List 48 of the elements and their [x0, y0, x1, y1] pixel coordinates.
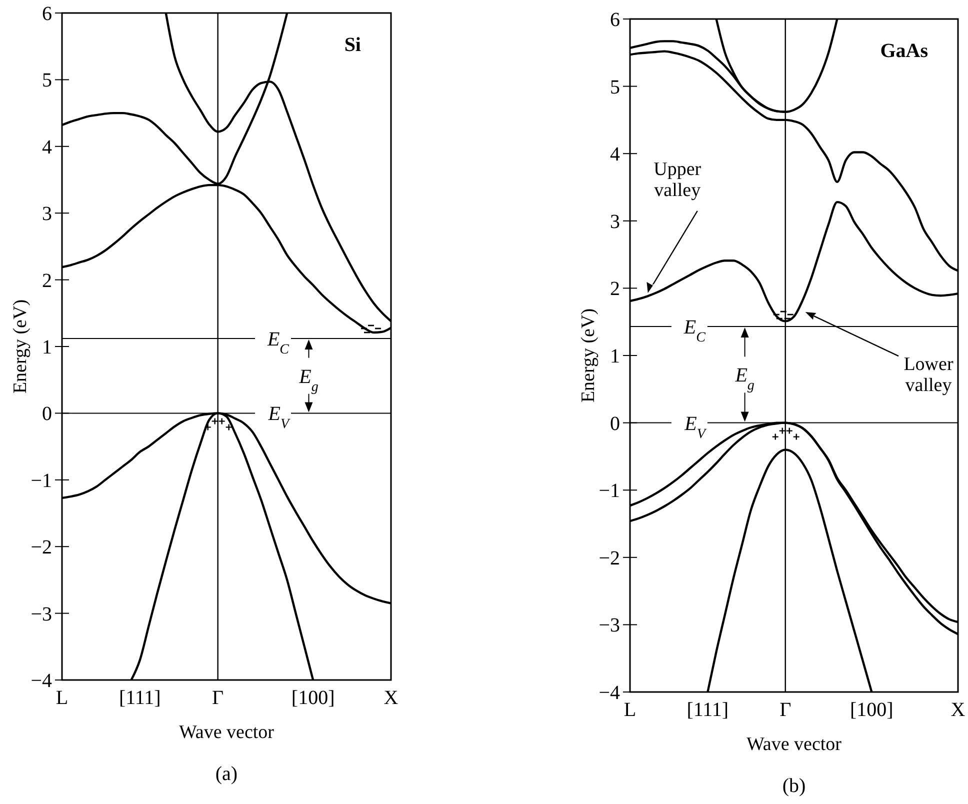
x-tick-label: [100]: [850, 699, 894, 721]
x-tick-label: L: [56, 687, 68, 709]
ref-line-label: E$_{V}$: [267, 403, 290, 432]
x-tick-label: L: [624, 699, 636, 721]
text: (a): [215, 763, 238, 785]
y-tick-label: 5: [610, 76, 620, 98]
y-tick-label: −2: [30, 536, 52, 559]
annotation: Lower valley: [904, 354, 954, 396]
text: GaAs: [880, 40, 928, 62]
ref-line-label: E$_{V}$: [684, 412, 707, 442]
text: Si: [344, 34, 362, 56]
ref-line-label: E$_{C}$: [682, 316, 706, 346]
annotation: Upper valley: [654, 158, 702, 201]
ref-line-label: E$_{C}$: [266, 328, 290, 357]
x-tick-label: X: [384, 687, 399, 709]
x-tick-label: [111]: [119, 687, 161, 709]
y-tick-label: −3: [30, 603, 52, 626]
y-tick-label: 5: [42, 70, 52, 92]
x-tick-label: Γ: [212, 687, 224, 709]
x-tick-label: X: [950, 699, 966, 721]
x-tick-label: [111]: [686, 699, 729, 721]
y-tick-label: 2: [610, 278, 620, 300]
y-tick-label: 1: [610, 346, 620, 368]
y-axis-title: Energy (eV): [10, 299, 31, 394]
y-tick-label: 1: [42, 336, 52, 358]
y-tick-label: 3: [610, 210, 620, 233]
annotation: E$_{g}$: [734, 364, 754, 394]
y-tick-label: −1: [598, 480, 620, 502]
y-tick-label: 0: [610, 412, 620, 435]
y-tick-label: −4: [30, 670, 52, 692]
y-tick-label: −4: [598, 682, 620, 704]
y-tick-label: 6: [42, 3, 52, 25]
x-axis-title: Wave vector: [179, 722, 275, 743]
y-tick-label: 2: [42, 270, 52, 292]
annotation: E$_{g}$: [298, 366, 318, 394]
y-tick-label: 4: [42, 136, 52, 158]
y-tick-label: −3: [598, 614, 620, 637]
y-tick-label: 6: [610, 9, 620, 31]
x-tick-label: Γ: [780, 699, 792, 721]
y-tick-label: 4: [610, 144, 620, 166]
y-axis-title: Energy (eV): [578, 308, 599, 403]
text: (b): [782, 775, 806, 797]
y-tick-label: −1: [30, 470, 52, 492]
y-tick-label: 0: [42, 403, 52, 426]
x-tick-label: [100]: [291, 687, 335, 709]
y-tick-label: −2: [598, 547, 620, 570]
y-tick-label: 3: [42, 203, 52, 226]
x-axis-title: Wave vector: [746, 734, 842, 755]
